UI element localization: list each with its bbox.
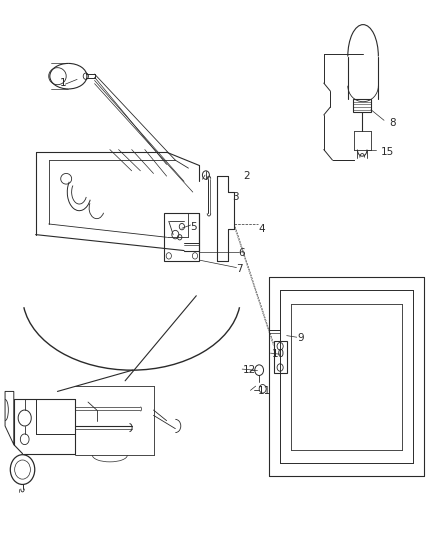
Text: 11: 11 [258,386,272,397]
Text: 1: 1 [60,78,66,88]
Text: 4: 4 [258,224,265,235]
Text: 15: 15 [381,147,394,157]
Text: 5: 5 [191,222,197,232]
Text: 12: 12 [243,365,256,375]
Text: 6: 6 [239,248,245,258]
Text: 10: 10 [272,349,285,359]
Text: 9: 9 [297,333,304,343]
Text: 2: 2 [243,171,250,181]
Text: 3: 3 [232,192,239,203]
Text: 7: 7 [237,264,243,274]
Text: 8: 8 [389,118,396,128]
